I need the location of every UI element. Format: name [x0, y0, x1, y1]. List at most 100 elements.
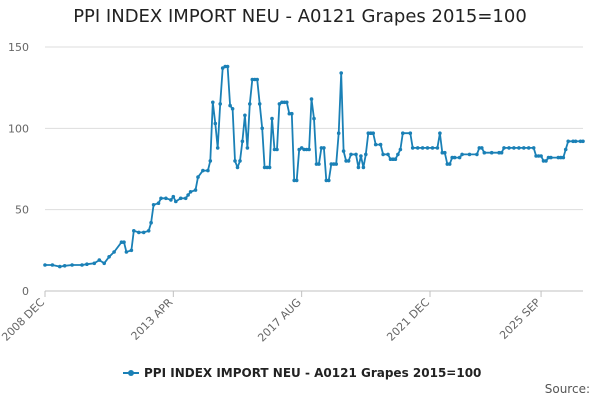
data-point — [80, 263, 84, 267]
data-point — [346, 159, 351, 163]
data-point — [107, 254, 111, 259]
data-point — [272, 147, 277, 152]
data-point — [430, 146, 435, 150]
data-point — [270, 116, 274, 121]
data-point — [420, 146, 425, 150]
data-point — [319, 146, 324, 150]
data-point — [502, 146, 506, 150]
data-point — [489, 150, 494, 155]
data-point — [549, 155, 553, 160]
x-tick-label-1: 2013 APR — [129, 296, 176, 343]
data-point — [354, 152, 358, 157]
data-point — [512, 146, 516, 150]
data-point — [388, 157, 393, 161]
data-point — [425, 146, 430, 150]
data-point — [534, 154, 538, 158]
data-point — [262, 165, 267, 170]
data-point — [440, 150, 445, 155]
data-point — [285, 100, 289, 105]
data-point — [371, 131, 376, 135]
data-point — [561, 155, 566, 160]
data-point — [137, 230, 141, 235]
data-point — [208, 159, 213, 163]
series-line-0 — [45, 65, 583, 268]
data-point — [233, 159, 237, 163]
data-point — [164, 196, 168, 201]
legend-label: PPI INDEX IMPORT NEU - A0121 Grapes 2015… — [144, 366, 481, 380]
data-point — [477, 146, 482, 150]
data-point — [415, 146, 420, 150]
data-point — [196, 175, 200, 179]
data-point — [460, 152, 464, 157]
x-axis-ticks: 2008 DEC 2013 APR 2017 AUG 2021 DEC 2025 SEP — [0, 291, 543, 344]
chart-title: PPI INDEX IMPORT NEU - A0121 Grapes 2015… — [73, 6, 527, 27]
data-point — [393, 157, 398, 161]
data-point — [482, 150, 487, 155]
data-point — [213, 121, 218, 126]
data-point — [312, 116, 316, 121]
data-point — [149, 220, 153, 225]
data-point — [450, 155, 455, 160]
data-point — [457, 155, 462, 160]
data-point — [228, 103, 232, 108]
data-point — [174, 199, 178, 204]
data-point — [497, 150, 501, 155]
data-point — [447, 162, 452, 166]
data-point — [159, 196, 163, 201]
data-point — [366, 131, 371, 135]
data-point — [435, 146, 440, 150]
data-point — [349, 152, 353, 157]
y-axis-ticks: 0 50 100 150 — [8, 41, 29, 298]
data-point — [359, 154, 363, 158]
data-point — [238, 159, 242, 163]
data-point — [556, 155, 561, 160]
data-point — [240, 139, 245, 144]
data-point — [327, 178, 331, 183]
x-tick-label-0: 2008 DEC — [0, 296, 47, 344]
data-point — [539, 154, 543, 158]
data-point — [334, 162, 339, 166]
data-point — [480, 146, 484, 150]
legend[interactable]: PPI INDEX IMPORT NEU - A0121 Grapes 2015… — [123, 366, 481, 380]
data-point — [324, 178, 329, 183]
data-point — [307, 147, 311, 152]
data-point — [467, 152, 472, 157]
data-point — [218, 102, 222, 106]
data-point — [566, 139, 570, 144]
data-point — [443, 150, 447, 155]
data-point — [344, 159, 348, 163]
data-point — [381, 152, 385, 157]
data-point — [339, 71, 344, 75]
x-tick-label-2: 2017 AUG — [255, 296, 304, 345]
data-point — [230, 107, 235, 111]
data-point — [507, 146, 511, 150]
data-point — [336, 131, 341, 135]
data-point — [43, 263, 47, 267]
data-point — [119, 240, 124, 244]
data-point — [146, 229, 151, 233]
data-point — [85, 262, 89, 267]
legend-dot-swatch — [128, 370, 134, 376]
data-point — [329, 162, 334, 166]
data-point — [265, 165, 269, 170]
data-point — [526, 146, 531, 150]
source-label: Source: — [544, 382, 590, 396]
data-point — [401, 131, 405, 135]
data-point — [522, 146, 526, 150]
data-point — [70, 263, 74, 267]
data-point — [267, 165, 272, 170]
data-point — [156, 201, 161, 205]
data-point — [361, 165, 366, 170]
data-point — [452, 155, 457, 160]
y-tick-label-100: 100 — [8, 122, 29, 135]
data-point — [50, 263, 55, 267]
data-point — [171, 194, 176, 199]
y-tick-label-150: 150 — [8, 41, 29, 54]
data-point — [531, 146, 536, 150]
data-point — [317, 162, 321, 166]
data-point — [373, 142, 378, 147]
data-point — [183, 196, 188, 201]
data-point — [122, 240, 126, 244]
data-point — [211, 100, 215, 105]
